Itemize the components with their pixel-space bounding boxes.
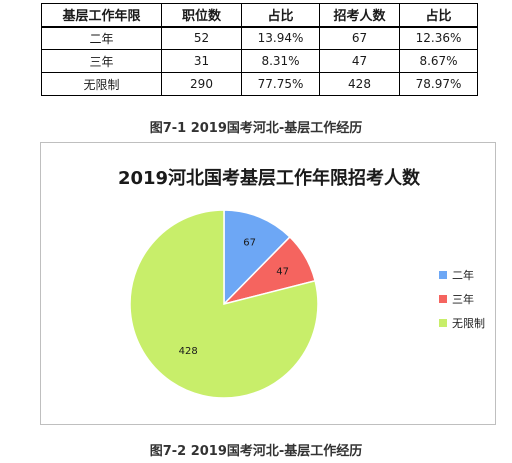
pie-data-label: 47 <box>276 266 289 277</box>
table-cell: 52 <box>161 26 242 50</box>
table-cell: 12.36% <box>399 26 478 50</box>
table-row: 三年 31 8.31% 47 8.67% <box>41 49 478 73</box>
pie-chart: 2019河北国考基层工作年限招考人数 67 47 428 二年三年无限制 <box>40 142 496 425</box>
table-cell: 77.75% <box>241 72 320 96</box>
statistics-table: 基层工作年限 职位数 占比 招考人数 占比 二年 52 13.94% 67 12… <box>41 3 478 96</box>
table-cell: 31 <box>161 49 242 73</box>
pie-slice <box>223 209 291 306</box>
header-cell: 基层工作年限 <box>41 3 162 27</box>
header-cell: 职位数 <box>161 3 242 27</box>
table-cell: 47 <box>319 49 400 73</box>
pie-data-label: 67 <box>243 237 256 248</box>
header-cell: 招考人数 <box>319 3 400 27</box>
table-row: 二年 52 13.94% 67 12.36% <box>41 26 478 50</box>
legend-swatch <box>439 271 447 279</box>
table-cell: 428 <box>319 72 400 96</box>
chart-title: 2019河北国考基层工作年限招考人数 <box>118 167 421 189</box>
chart-caption: 图7-2 2019国考河北-基层工作经历 <box>149 444 363 459</box>
table-caption: 图7-1 2019国考河北-基层工作经历 <box>149 121 363 136</box>
legend-label: 无限制 <box>452 317 485 330</box>
table-header-row: 基层工作年限 职位数 占比 招考人数 占比 <box>41 3 478 27</box>
pie-data-labels: 67 47 428 <box>179 237 289 357</box>
table-cell: 二年 <box>41 26 162 50</box>
legend-swatch <box>439 295 447 303</box>
header-cell: 占比 <box>241 3 320 27</box>
legend-label: 二年 <box>452 268 474 282</box>
table-cell: 13.94% <box>241 26 320 50</box>
pie-data-label: 428 <box>179 346 198 357</box>
table-row: 无限制 290 77.75% 428 78.97% <box>41 72 478 96</box>
header-cell: 占比 <box>399 3 478 27</box>
table-cell: 290 <box>161 72 242 96</box>
table-cell: 78.97% <box>399 72 478 96</box>
table-cell: 三年 <box>41 49 162 73</box>
pie-slice <box>129 209 319 399</box>
table-cell: 8.31% <box>241 49 320 73</box>
table-cell: 67 <box>319 26 400 50</box>
legend-label: 三年 <box>452 292 474 306</box>
pie-slices <box>129 209 319 399</box>
table-cell: 无限制 <box>41 72 162 96</box>
table-cell: 8.67% <box>399 49 478 73</box>
legend-swatch <box>439 319 447 327</box>
